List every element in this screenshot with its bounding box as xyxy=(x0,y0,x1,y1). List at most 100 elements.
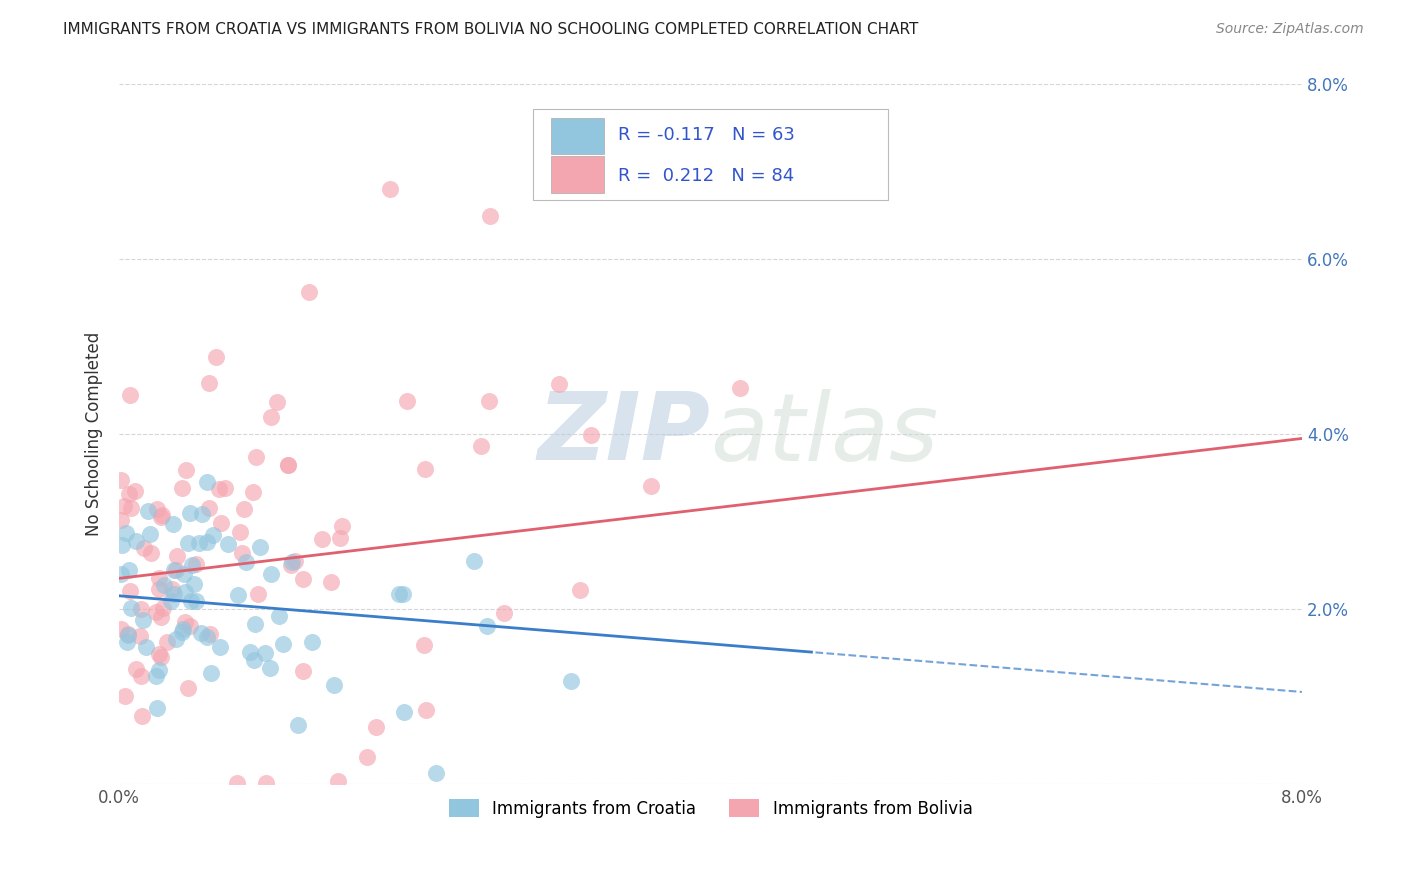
Point xyxy=(392,705,415,719)
Point xyxy=(477,619,499,633)
Y-axis label: No Schooling Completed: No Schooling Completed xyxy=(86,332,103,536)
Point xyxy=(149,610,172,624)
Point xyxy=(145,605,167,619)
Point xyxy=(273,637,295,651)
Point xyxy=(120,387,142,401)
Point xyxy=(292,664,315,678)
Text: R = -0.117   N = 63: R = -0.117 N = 63 xyxy=(619,127,796,145)
Point xyxy=(568,582,591,597)
Point xyxy=(132,541,155,555)
Point xyxy=(156,635,179,649)
Point xyxy=(150,650,173,665)
Point xyxy=(356,749,378,764)
Point xyxy=(152,508,174,522)
Point xyxy=(160,582,183,596)
Point xyxy=(287,718,309,732)
Point xyxy=(197,376,219,391)
Point xyxy=(190,626,212,640)
Point xyxy=(232,502,254,516)
Point xyxy=(326,773,349,788)
Point xyxy=(463,554,485,568)
Point xyxy=(117,635,139,649)
Point xyxy=(114,525,136,540)
Point xyxy=(148,647,170,661)
Point xyxy=(117,628,139,642)
Point xyxy=(249,540,271,554)
Point xyxy=(136,504,159,518)
Point xyxy=(179,619,201,633)
Point xyxy=(110,473,132,487)
Point xyxy=(198,626,221,640)
Legend: Immigrants from Croatia, Immigrants from Bolivia: Immigrants from Croatia, Immigrants from… xyxy=(441,792,979,824)
Point xyxy=(125,534,148,549)
Point xyxy=(181,558,204,572)
Point xyxy=(180,594,202,608)
Point xyxy=(217,537,239,551)
Point xyxy=(118,487,141,501)
Point xyxy=(120,500,142,515)
Point xyxy=(548,377,571,392)
Point xyxy=(131,709,153,723)
Point xyxy=(301,635,323,649)
Point xyxy=(260,566,283,581)
Point xyxy=(425,765,447,780)
Point xyxy=(146,502,169,516)
Point xyxy=(239,645,262,659)
Point xyxy=(225,776,247,790)
Point xyxy=(277,458,299,472)
Point xyxy=(152,600,174,615)
Point xyxy=(277,458,299,472)
Point xyxy=(129,669,152,683)
Point xyxy=(494,607,516,621)
Point xyxy=(479,209,502,223)
Point xyxy=(184,558,207,572)
Point xyxy=(211,516,233,530)
Text: Source: ZipAtlas.com: Source: ZipAtlas.com xyxy=(1216,22,1364,37)
Point xyxy=(139,546,162,560)
Text: atlas: atlas xyxy=(710,389,939,480)
Point xyxy=(118,583,141,598)
Point xyxy=(135,640,157,654)
Point xyxy=(132,613,155,627)
Point xyxy=(184,593,207,607)
Point xyxy=(413,462,436,476)
Point xyxy=(208,640,231,655)
Text: IMMIGRANTS FROM CROATIA VS IMMIGRANTS FROM BOLIVIA NO SCHOOLING COMPLETED CORREL: IMMIGRANTS FROM CROATIA VS IMMIGRANTS FR… xyxy=(63,22,918,37)
Point xyxy=(165,632,187,646)
Point xyxy=(172,481,194,495)
Point xyxy=(242,653,264,667)
Point xyxy=(148,663,170,677)
Point xyxy=(110,622,132,636)
Point xyxy=(145,668,167,682)
Point xyxy=(259,660,281,674)
Point xyxy=(195,630,218,644)
Point xyxy=(195,475,218,489)
Point xyxy=(395,393,418,408)
Point xyxy=(388,587,411,601)
Point xyxy=(266,395,288,409)
Point xyxy=(125,662,148,676)
Text: R =  0.212   N = 84: R = 0.212 N = 84 xyxy=(619,167,794,185)
Point xyxy=(163,587,186,601)
Text: ZIP: ZIP xyxy=(537,388,710,480)
Point xyxy=(114,689,136,703)
Point xyxy=(728,381,751,395)
Point xyxy=(139,527,162,541)
Point xyxy=(176,463,198,477)
Point xyxy=(366,720,388,734)
Point xyxy=(165,563,187,577)
Point xyxy=(110,513,132,527)
Point xyxy=(205,351,228,365)
Point xyxy=(177,681,200,696)
Point xyxy=(243,617,266,632)
Point xyxy=(281,556,304,570)
Point xyxy=(260,410,283,425)
Point xyxy=(242,484,264,499)
Point xyxy=(148,582,170,597)
Point xyxy=(269,608,291,623)
Point xyxy=(208,482,231,496)
Point xyxy=(245,450,267,464)
Point xyxy=(226,588,249,602)
Point xyxy=(179,506,201,520)
Point xyxy=(188,536,211,550)
